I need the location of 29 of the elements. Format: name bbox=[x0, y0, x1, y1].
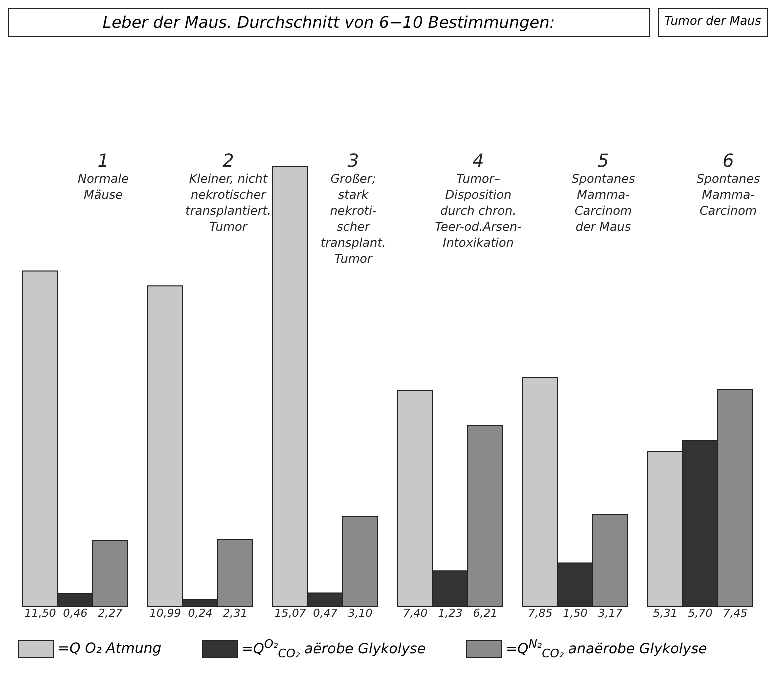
data-label: 7,85 bbox=[528, 607, 553, 620]
x-tick-label: 4 Tumor– Disposition durch chron. Teer-od.Arsen- Intoxikation bbox=[435, 151, 522, 250]
x-tick-label: 1 Normale Mäuse bbox=[78, 151, 130, 202]
x-tick-label: 5 Spontanes Mamma- Carcinom der Maus bbox=[572, 151, 636, 234]
chart-title: Leber der Maus. Durchschnitt von 6−10 Bestimmungen: bbox=[8, 8, 650, 37]
data-label: 7,45 bbox=[723, 607, 748, 620]
data-label: 0,46 bbox=[63, 607, 88, 620]
data-label: 5,70 bbox=[688, 607, 713, 620]
x-tick-label: 3 Großer; stark nekroti- scher transplant. Tumor bbox=[320, 151, 386, 266]
data-label: 3,10 bbox=[348, 607, 373, 620]
data-label: 1,50 bbox=[563, 607, 588, 620]
legend-label: =Q$^{N₂}$$_{CO₂}$ anaërobe Glykolyse bbox=[506, 637, 708, 660]
data-label: 2,31 bbox=[223, 607, 248, 620]
data-label: 0,47 bbox=[313, 607, 338, 620]
legend-label: =Q$^{O₂}$$_{CO₂}$ aërobe Glykolyse bbox=[242, 637, 426, 660]
data-label: 15,07 bbox=[274, 607, 306, 620]
data-label: 3,17 bbox=[598, 607, 623, 620]
x-tick-label: 6 Spontanes Mamma- Carcinom bbox=[696, 151, 760, 218]
legend-label: =Q O₂ Atmung bbox=[58, 640, 162, 657]
data-label: 6,21 bbox=[473, 607, 498, 620]
data-label: 11,50 bbox=[24, 607, 56, 620]
data-label: 2,27 bbox=[98, 607, 123, 620]
data-label: 7,40 bbox=[403, 607, 428, 620]
data-label: 10,99 bbox=[150, 607, 182, 620]
text: Tumor der Maus bbox=[658, 8, 768, 37]
data-label: 0,24 bbox=[188, 607, 213, 620]
x-tick-label: 2 Kleiner, nicht nekrotischer transplantiert. Tumor bbox=[186, 151, 272, 234]
data-label: 5,31 bbox=[653, 607, 678, 620]
data-label: 1,23 bbox=[438, 607, 463, 620]
